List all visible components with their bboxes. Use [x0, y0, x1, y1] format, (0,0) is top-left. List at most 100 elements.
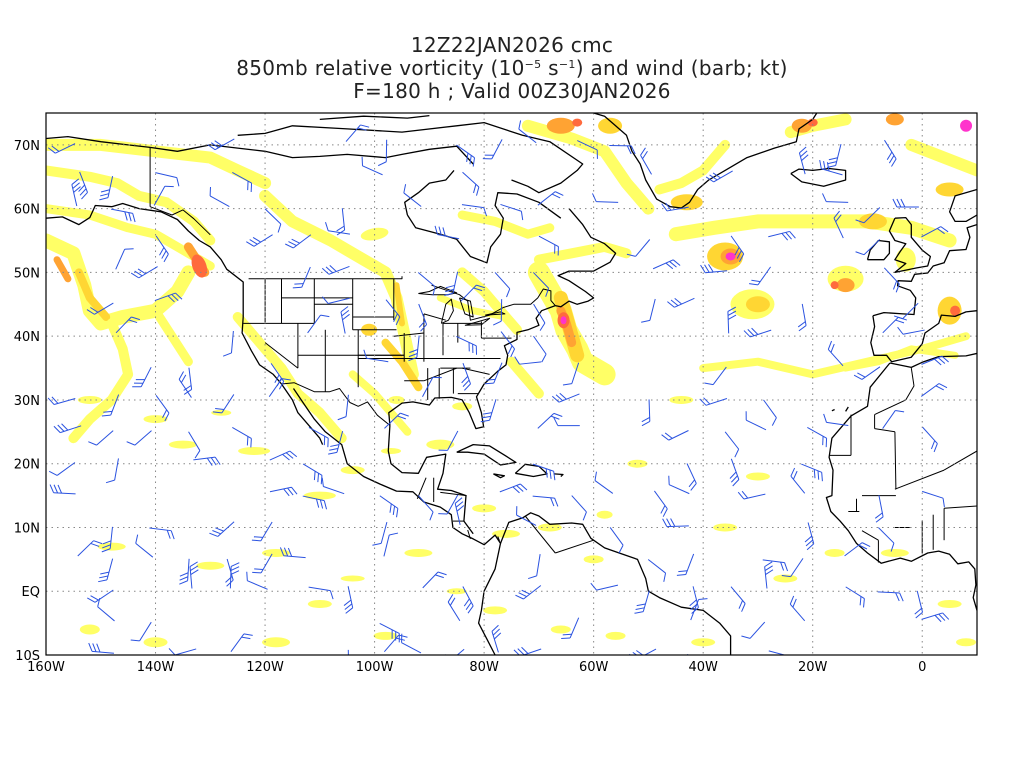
- vorticity-blob: [725, 252, 736, 261]
- barb-staff: [260, 521, 273, 542]
- barb-feather: [337, 416, 347, 421]
- vorticity-blob: [885, 113, 904, 126]
- barb-feather: [325, 222, 329, 231]
- barb-feather: [691, 607, 699, 614]
- barb-staff: [538, 235, 559, 247]
- barb-feather: [342, 313, 350, 321]
- wind-barb: [460, 284, 486, 302]
- barb-feather: [472, 157, 476, 167]
- wind-barb: [207, 138, 235, 151]
- barb-staff: [596, 584, 619, 591]
- barb-staff: [768, 650, 791, 655]
- wind-barb: [251, 521, 273, 542]
- barb-feather: [313, 471, 316, 481]
- wind-barb: [833, 210, 844, 239]
- barb-feather: [360, 124, 370, 128]
- wind-barb: [920, 383, 948, 397]
- barb-feather: [282, 453, 290, 461]
- barb-feather: [283, 547, 289, 557]
- barb-feather: [823, 161, 826, 171]
- barb-feather: [53, 484, 59, 494]
- x-tick-label: 0: [918, 660, 926, 675]
- barb-feather: [689, 599, 697, 607]
- wind-barb: [292, 266, 311, 289]
- vorticity-blob: [605, 631, 626, 640]
- barb-feather: [389, 532, 399, 536]
- barb-staff: [724, 431, 740, 450]
- wind-barb: [822, 193, 849, 203]
- wind-barb: [308, 586, 334, 600]
- wind-barb: [844, 542, 871, 557]
- vorticity-band: [506, 356, 544, 399]
- barb-feather: [806, 543, 815, 551]
- barb-feather: [363, 349, 368, 359]
- barb-feather: [898, 316, 907, 321]
- vorticity-blob: [168, 440, 197, 449]
- barb-staff: [609, 654, 631, 655]
- barb-feather: [736, 250, 742, 259]
- wind-barb: [302, 463, 323, 485]
- barb-feather: [635, 607, 645, 610]
- barb-staff: [571, 495, 587, 513]
- barb-feather: [705, 176, 714, 183]
- vorticity-blob: [895, 247, 916, 272]
- wind-barb: [328, 430, 344, 455]
- wind-barb: [532, 463, 556, 481]
- y-tick-label: 10N: [14, 521, 40, 536]
- wind-barb: [826, 144, 842, 168]
- barb-feather: [206, 457, 213, 466]
- barb-feather: [176, 177, 180, 187]
- barb-feather: [734, 247, 740, 256]
- barb-feather: [420, 324, 427, 332]
- vorticity-band: [393, 282, 405, 327]
- barb-staff: [537, 191, 556, 206]
- barb-feather: [515, 594, 524, 600]
- barb-feather: [344, 603, 353, 610]
- barb-feather: [81, 192, 88, 200]
- wind-barb: [516, 506, 537, 526]
- barb-feather: [57, 424, 65, 432]
- barb-feather: [690, 483, 697, 491]
- barb-staff: [746, 419, 767, 431]
- wind-barb: [209, 521, 235, 537]
- barb-feather: [520, 211, 524, 221]
- barb-feather: [130, 272, 140, 279]
- wind-barb: [609, 144, 636, 155]
- barb-feather: [463, 598, 470, 607]
- barb-feather: [438, 513, 448, 515]
- barb-feather: [438, 226, 442, 236]
- barb-staff: [268, 378, 283, 397]
- wind-barb: [537, 191, 564, 206]
- barb-staff: [53, 397, 76, 406]
- wind-barb: [438, 430, 459, 451]
- barb-staff: [845, 586, 865, 599]
- barb-feather: [890, 542, 895, 552]
- barb-feather: [171, 294, 179, 301]
- barb-feather: [442, 655, 450, 664]
- barb-feather: [408, 356, 418, 362]
- barb-staff: [569, 617, 580, 639]
- wind-barb: [699, 397, 728, 406]
- vorticity-blob: [956, 638, 977, 647]
- barb-staff: [674, 297, 695, 308]
- wind-barb: [883, 267, 900, 293]
- y-tick-label: 40N: [14, 330, 40, 345]
- barb-feather: [447, 594, 454, 603]
- barb-feather: [785, 232, 792, 240]
- barb-feather: [469, 155, 472, 165]
- barb-feather: [626, 145, 632, 155]
- barb-feather: [712, 172, 721, 179]
- barb-staff: [188, 431, 201, 451]
- barb-staff: [596, 201, 619, 203]
- barb-feather: [934, 614, 942, 623]
- vorticity-band: [151, 306, 193, 367]
- barb-feather: [278, 381, 285, 390]
- y-tick-label: 10S: [15, 649, 40, 664]
- barb-staff: [577, 140, 598, 151]
- barb-staff: [308, 586, 331, 592]
- barb-staff: [362, 165, 383, 176]
- barb-staff: [446, 648, 465, 655]
- barb-feather: [745, 411, 747, 421]
- wind-barb: [763, 399, 777, 426]
- wind-barb: [499, 483, 528, 494]
